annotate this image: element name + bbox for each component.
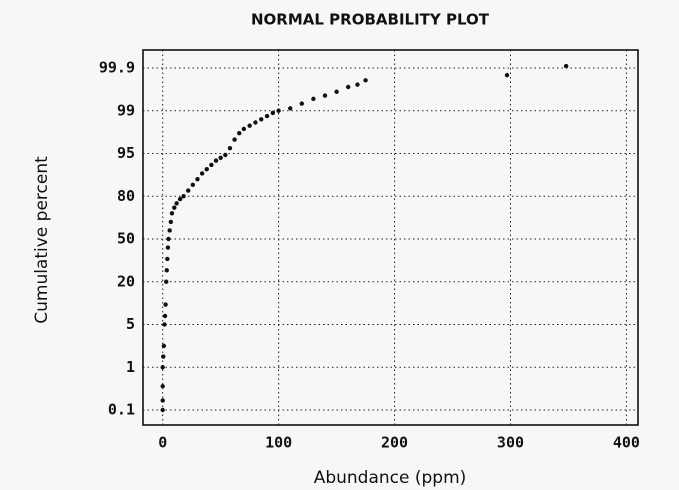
data-point [166,236,171,242]
data-point [199,171,205,176]
data-point [276,108,281,113]
x-tick-label: 300 [497,434,524,452]
data-point [232,137,237,142]
data-point [160,398,165,403]
y-tick-label: 20 [117,272,135,290]
plot-frame [142,49,639,426]
data-point [209,162,214,168]
data-point [264,113,270,119]
y-tick-label: 1 [126,358,135,376]
data-point [163,302,168,307]
data-point [162,313,168,319]
data-point [195,176,200,182]
data-point [190,182,196,188]
data-point [334,89,339,94]
data-point [160,384,165,389]
data-point [322,93,328,98]
data-point [177,196,183,202]
data-point [253,120,258,125]
data-point [204,166,209,172]
data-point [181,194,186,199]
data-point [172,205,177,210]
data-point [169,211,175,216]
x-tick-label: 100 [265,434,292,452]
data-point [168,219,174,225]
data-point [311,96,316,102]
data-point [241,126,247,132]
data-point [227,145,233,151]
data-point [504,72,510,78]
x-axis-label: Abundance (ppm) [314,468,467,488]
y-tick-label: 80 [117,187,135,205]
data-point [160,407,165,413]
data-point [218,155,223,160]
data-point [213,158,219,163]
data-point [160,365,165,370]
y-tick-label: 99.9 [99,59,135,77]
x-tick-label: 200 [381,434,408,452]
data-point [299,101,305,106]
data-point [270,110,276,116]
data-point [288,106,293,111]
data-point [247,123,252,128]
chart-title: NORMAL PROBABILITY PLOT [251,11,490,29]
data-point [174,201,179,206]
y-tick-label: 99 [117,101,135,119]
data-point [167,228,172,233]
data-point [161,343,167,349]
data-point [563,63,569,69]
data-point [237,130,242,136]
data-point [163,279,169,284]
y-tick-label: 5 [126,315,135,333]
data-point [165,245,171,250]
data-point [363,78,368,83]
x-tick-label: 400 [613,434,640,452]
data-point [345,84,351,90]
y-axis-label: Cumulative percent [32,156,52,324]
y-tick-label: 0.1 [108,401,135,419]
x-tick-label: 0 [158,434,167,452]
data-point [223,152,228,158]
data-point [164,268,169,273]
data-point [259,117,264,122]
data-point [161,354,166,359]
y-tick-label: 50 [117,230,135,248]
data-point [355,82,360,87]
data-point [162,322,167,327]
y-tick-label: 95 [117,144,135,162]
data-point [165,256,170,262]
data-point [186,188,191,193]
